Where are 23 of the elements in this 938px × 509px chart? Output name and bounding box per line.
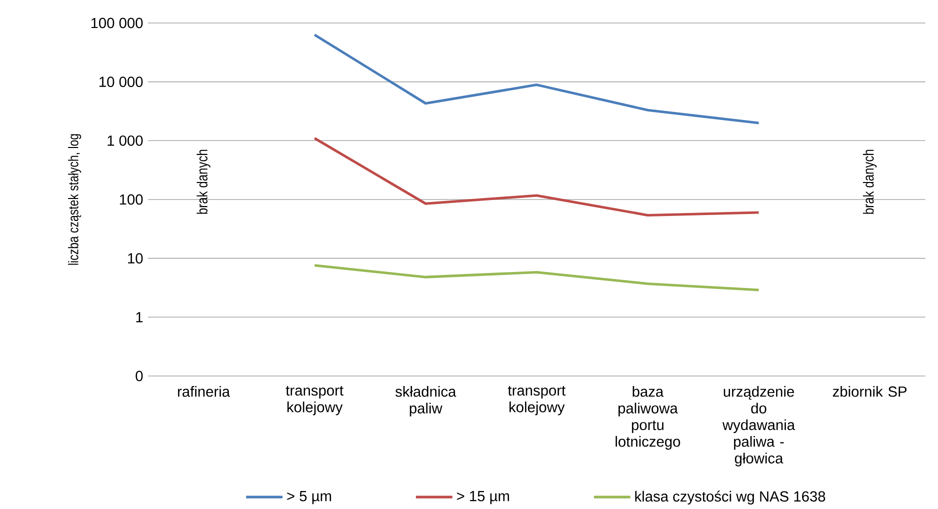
legend-label: > 5 µm bbox=[287, 491, 332, 504]
annotation: brak danych bbox=[862, 150, 877, 214]
legend-label: > 15 µm bbox=[457, 491, 509, 504]
x-tick-label: transport kolejowy bbox=[508, 386, 566, 416]
x-tick-label: transport kolejowy bbox=[286, 386, 344, 416]
x-tick-label: baza paliwowa portu lotniczego bbox=[616, 386, 680, 450]
x-tick-label: urządzenie do wydawania paliwa - głowica bbox=[722, 386, 796, 466]
y-tick-label: 1 bbox=[136, 312, 143, 322]
line-series bbox=[313, 34, 760, 124]
x-tick-label: rafineria bbox=[178, 386, 230, 397]
x-tick-label: składnica paliw bbox=[395, 386, 456, 416]
line-series bbox=[313, 264, 760, 292]
y-tick-label: 100 000 bbox=[91, 18, 143, 28]
y-tick-label: 10 bbox=[128, 253, 143, 264]
y-tick-label: 1 000 bbox=[108, 135, 143, 146]
y-tick-label: 0 bbox=[136, 370, 143, 382]
line-series bbox=[313, 136, 760, 216]
legend-label: klasa czystości wg NAS 1638 bbox=[635, 490, 826, 504]
x-tick-label: zbiornik SP bbox=[832, 386, 907, 397]
y-tick-label: 100 bbox=[120, 194, 143, 205]
annotation: brak danych bbox=[196, 150, 210, 214]
y-tick-label: 10 000 bbox=[100, 76, 143, 88]
y-axis-title: liczba cząstek stałych, log bbox=[68, 134, 82, 265]
